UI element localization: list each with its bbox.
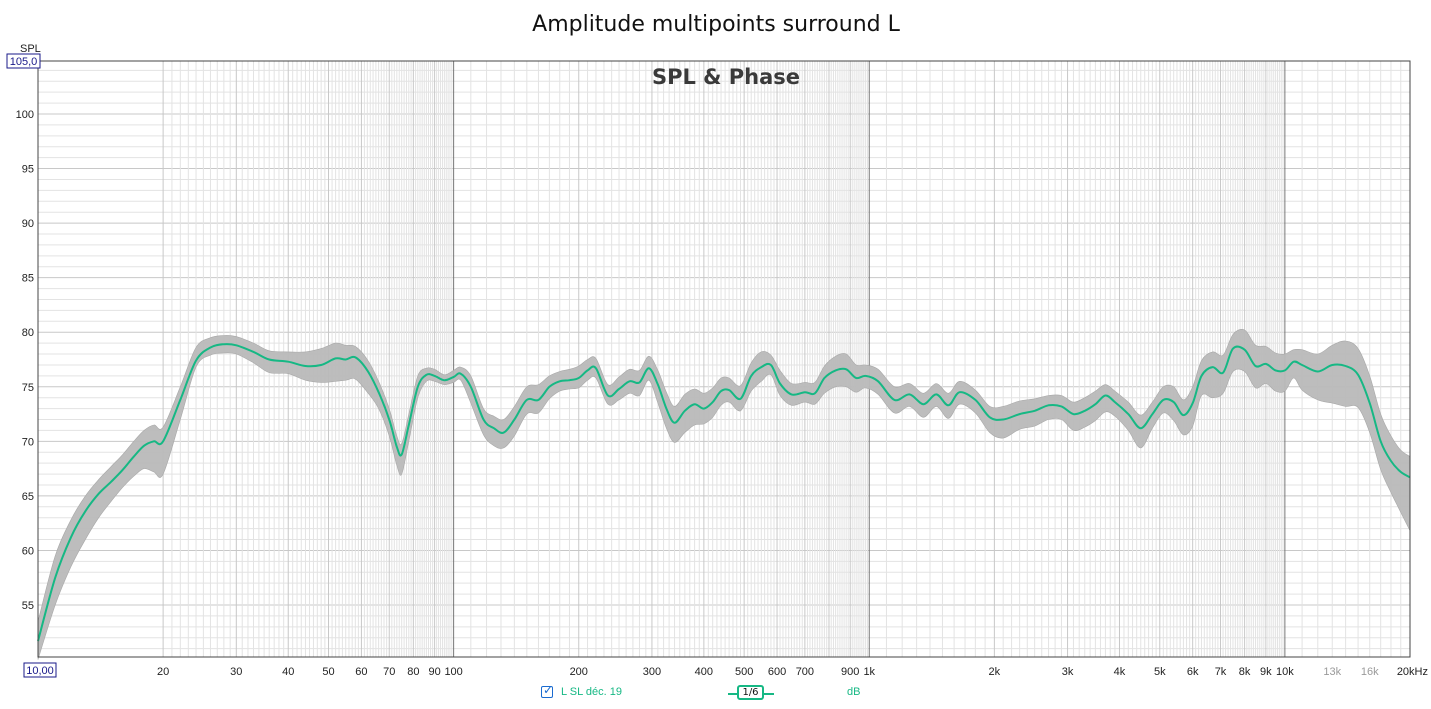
x-tick-label: 2k <box>989 666 1001 678</box>
x-min-box[interactable] <box>23 662 57 678</box>
y-max-box[interactable] <box>6 53 41 69</box>
x-tick-label: 4k <box>1114 666 1126 678</box>
y-tick-label: 70 <box>22 436 34 448</box>
x-tick-label: 13k <box>1323 666 1341 678</box>
x-tick-label: 100 <box>444 666 462 678</box>
x-tick-label: 900 <box>841 666 859 678</box>
y-tick-label: 65 <box>22 491 34 503</box>
checkmark-icon: ✓ <box>543 683 554 697</box>
y-tick-label: 75 <box>22 382 34 394</box>
x-min-value: 10,00 <box>26 665 54 677</box>
y-tick-label: 90 <box>22 218 34 230</box>
x-tick-label: 90 <box>428 666 440 678</box>
x-tick-label: 50 <box>322 666 334 678</box>
smoothing-selector[interactable]: 1/6 <box>728 685 774 701</box>
y-tick-label: 100 <box>16 109 34 121</box>
series-checkbox[interactable]: ✓ <box>541 683 554 698</box>
x-tick-label: 70 <box>383 666 395 678</box>
series-line <box>37 343 1411 642</box>
series-label[interactable]: L SL déc. 19 <box>561 686 622 698</box>
x-tick-label: 200 <box>570 666 588 678</box>
y-tick-label: 85 <box>22 273 34 285</box>
x-tick-label: 5k <box>1154 666 1166 678</box>
plot-frame <box>37 60 1411 658</box>
unit-label[interactable]: dB <box>847 686 861 698</box>
smoothing-label: 1/6 <box>737 685 764 700</box>
y-tick-labels: 55 60 65 70 75 80 85 90 95 100 <box>16 109 34 612</box>
x-tick-label: 400 <box>695 666 713 678</box>
x-tick-label: 9k <box>1260 666 1272 678</box>
x-tick-label: 6k <box>1187 666 1199 678</box>
x-tick-label: 3k <box>1062 666 1074 678</box>
y-axis-label: SPL <box>20 43 41 55</box>
chart-subtitle: SPL & Phase <box>652 65 800 89</box>
y-max-value: 105,0 <box>10 56 38 68</box>
x-tick-label: 8k <box>1239 666 1251 678</box>
x-tick-label: 7k <box>1215 666 1227 678</box>
x-tick-label: 20 <box>157 666 169 678</box>
x-tick-label: 20kHz <box>1397 666 1428 678</box>
x-tick-labels: 20 30 40 50 60 70 80 90 100 200 300 400 500 600 700 900… <box>157 666 1428 678</box>
x-tick-label: 80 <box>407 666 419 678</box>
x-tick-label: 10k <box>1276 666 1294 678</box>
x-tick-label: 16k <box>1361 666 1379 678</box>
x-tick-label: 300 <box>643 666 661 678</box>
y-tick-label: 95 <box>22 164 34 176</box>
x-tick-label: 30 <box>230 666 242 678</box>
y-tick-label: 55 <box>22 600 34 612</box>
x-tick-label: 60 <box>355 666 367 678</box>
chart-title: Amplitude multipoints surround L <box>532 12 900 37</box>
x-tick-label: 40 <box>282 666 294 678</box>
y-tick-label: 60 <box>22 545 34 557</box>
x-tick-label: 600 <box>768 666 786 678</box>
legend-bar: ✓ L SL déc. 19 1/6 dB <box>0 683 1431 704</box>
x-tick-label: 700 <box>796 666 814 678</box>
trace-layer <box>37 343 1411 642</box>
x-tick-label: 1k <box>863 666 875 678</box>
x-tick-label: 500 <box>735 666 753 678</box>
y-tick-label: 80 <box>22 327 34 339</box>
